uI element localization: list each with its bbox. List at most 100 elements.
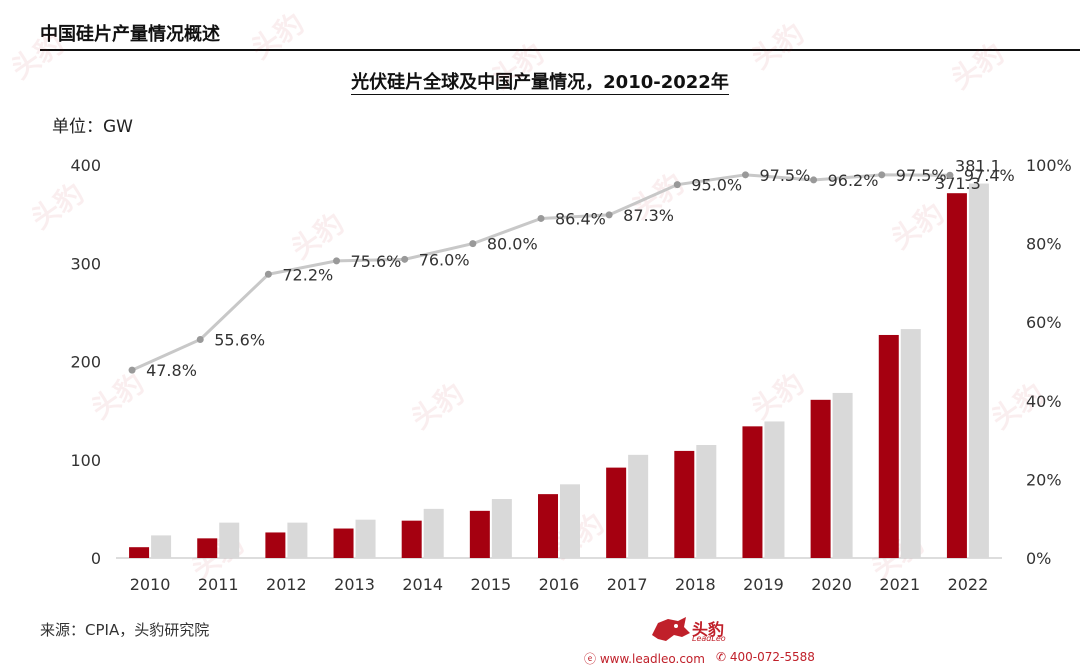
china-bar [946,193,967,558]
watermark-text: 头豹 [25,177,90,236]
source-note: 来源：CPIA，头豹研究院 [40,621,210,639]
global-bar [355,519,376,558]
china-bar [265,532,286,558]
logo-sub: LeadLeo [692,634,726,643]
share-point [810,176,818,184]
watermark-text: 头豹 [885,197,950,256]
watermark-text: 头豹 [945,37,1010,96]
share-point [401,255,409,263]
china-bar [742,426,763,558]
phone-text: 400-072-5588 [729,650,815,664]
y2-tick-label: 0% [1026,549,1051,568]
watermark-text: 头豹 [405,377,470,436]
y-tick-label: 400 [70,156,101,175]
china-bar-label: 371.3 [935,174,981,193]
watermark-text: 头豹 [85,367,150,426]
global-bar [287,522,308,558]
section-title: 中国硅片产量情况概述 [40,24,220,45]
share-label: 97.5% [759,166,810,185]
global-bar [832,392,853,558]
chart-title-text: 光伏硅片全球及中国产量情况，2010-2022年 [351,72,729,95]
share-point [878,171,886,179]
x-tick-label: 2015 [470,575,511,594]
y2-tick-label: 100% [1026,156,1072,175]
global-bar [764,421,785,558]
share-point [673,181,681,189]
website-text: www.leadleo.com [599,652,705,666]
china-bar [674,450,695,558]
y-tick-label: 300 [70,254,101,273]
x-tick-label: 2021 [879,575,920,594]
y2-tick-label: 20% [1026,470,1062,489]
share-point [128,366,136,374]
global-bar [219,522,240,558]
y2-tick-label: 80% [1026,235,1062,254]
global-bar [560,484,580,558]
share-label: 76.0% [419,250,470,269]
watermark-text: 头豹 [745,367,810,426]
share-point [264,270,272,278]
global-bar [696,445,717,558]
share-point [196,335,204,343]
x-tick-label: 2011 [198,575,239,594]
share-point [741,171,749,179]
watermark-text: 头豹 [285,207,350,266]
x-tick-label: 2012 [266,575,307,594]
y2-tick-label: 40% [1026,392,1062,411]
x-tick-label: 2016 [539,575,580,594]
china-bar [606,467,627,558]
china-bar [878,334,899,558]
share-point [537,214,545,222]
share-point [946,171,954,179]
share-label: 97.4% [964,166,1015,185]
china-bar [333,528,354,558]
phone-contact: ✆ 400-072-5588 [716,650,815,664]
china-bar [538,494,558,558]
global-bar [900,329,921,558]
x-tick-label: 2022 [948,575,989,594]
website-link[interactable]: ⓔ www.leadleo.com [584,650,705,667]
chart-title: 光伏硅片全球及中国产量情况，2010-2022年 [0,68,1080,95]
share-label: 86.4% [555,209,606,228]
leadleo-logo-icon [652,617,690,641]
watermark-text: 头豹 [5,27,70,86]
x-tick-label: 2019 [743,575,784,594]
china-bar [469,510,490,558]
y-tick-label: 0 [91,549,101,568]
china-bar [197,538,218,558]
watermark-text: 头豹 [245,7,310,66]
share-label: 55.6% [214,330,265,349]
x-tick-label: 2014 [402,575,443,594]
global-bar [151,535,172,558]
share-point [333,257,341,265]
unit-label: 单位：GW [52,117,133,137]
global-bar [968,183,989,558]
web-icon: ⓔ [584,652,600,666]
share-label: 75.6% [351,252,402,271]
phone-icon: ✆ [716,650,730,664]
china-bar [129,547,150,558]
x-tick-label: 2018 [675,575,716,594]
y2-tick-label: 60% [1026,313,1062,332]
share-label: 47.8% [146,361,197,380]
share-point [605,211,613,219]
share-point [469,240,477,248]
share-label: 87.3% [623,206,674,225]
global-bar [423,508,444,558]
share-label: 80.0% [487,235,538,254]
global-bar [491,499,512,558]
china-bar [401,520,422,558]
x-tick-label: 2020 [811,575,852,594]
global-bar [628,454,649,558]
global-bar-label: 381.1 [955,157,1001,176]
watermark-text: 头豹 [485,37,550,96]
y-tick-label: 200 [70,353,101,372]
china-bar [810,399,831,558]
share-label: 95.0% [691,176,742,195]
share-label: 96.2% [828,171,879,190]
watermark-text: 头豹 [745,17,810,76]
share-label: 72.2% [282,265,333,284]
y-tick-label: 100 [70,451,101,470]
logo-name: 头豹 [692,620,725,639]
